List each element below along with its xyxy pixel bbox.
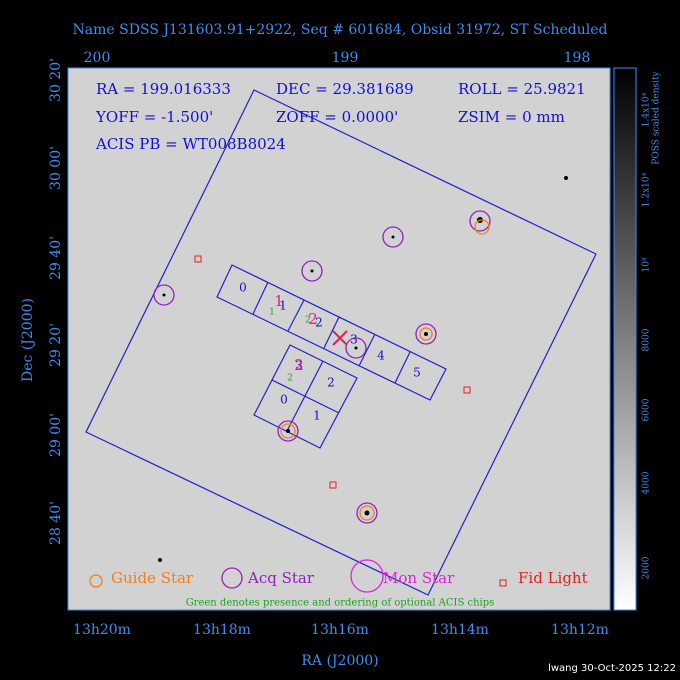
fid-lights — [194, 255, 507, 587]
left-tick-label: 29 20' — [48, 323, 64, 367]
colorbar-tick-label: 2000 — [642, 556, 652, 579]
mon-star — [350, 559, 384, 593]
optional-chip: 1 — [269, 308, 275, 318]
colorbar-tick-label: 6000 — [642, 398, 652, 421]
colorbar-tick-label: 10⁴ — [642, 257, 652, 272]
chip-label: 4 — [377, 349, 385, 363]
left-tick-label: 29 00' — [48, 413, 64, 457]
colorbar — [613, 67, 637, 611]
aimpoint — [332, 330, 348, 346]
info-text: RA = 199.016333 — [96, 80, 231, 98]
bottom-tick-label: 13h16m — [311, 622, 369, 638]
bottom-tick-label: 13h18m — [193, 622, 251, 638]
legend-item: Guide Star — [111, 569, 194, 587]
legend-item: Fid Light — [518, 569, 588, 587]
footer: lwang 30-Oct-2025 12:22 — [548, 663, 676, 674]
colorbar-tick-label: 1.4x10⁴ — [642, 92, 652, 127]
chip-label: 1 — [313, 409, 321, 423]
chip-label: 2 — [327, 376, 335, 390]
chip-label: 0 — [280, 393, 288, 407]
info-text: ROLL = 25.9821 — [458, 80, 586, 98]
top-tick-label: 200 — [84, 50, 111, 66]
colorbar-tick-label: 8000 — [642, 328, 652, 351]
info-text: ZOFF = 0.0000' — [276, 108, 398, 126]
info-text: ZSIM = 0 mm — [458, 108, 565, 126]
note: Green denotes presence and ordering of o… — [186, 598, 495, 609]
fov — [85, 89, 597, 596]
colorbar-tick-label: 4000 — [642, 471, 652, 494]
y-axis-label: Dec (J2000) — [20, 298, 36, 382]
chip-order: 2 — [308, 310, 318, 328]
chip-label: 0 — [239, 281, 247, 295]
colorbar-label: POSS scaled density — [652, 70, 662, 164]
acq-stars — [153, 210, 491, 589]
info-text: YOFF = -1.500' — [95, 108, 213, 126]
bottom-tick-label: 13h20m — [73, 622, 131, 638]
chip-order: 2 — [294, 356, 304, 374]
left-tick-label: 30 00' — [48, 146, 64, 190]
optional-chip: 2 — [287, 374, 293, 384]
legend-item: Mon Star — [383, 569, 455, 587]
optional-chip: 2 — [305, 316, 311, 326]
top-tick-label: 199 — [332, 50, 359, 66]
left-tick-label: 28 40' — [48, 501, 64, 545]
title: Name SDSS J131603.91+2922, Seq # 601684,… — [73, 22, 608, 38]
info-text: ACIS PB = WT008B8024 — [95, 135, 286, 153]
bottom-tick-label: 13h14m — [431, 622, 489, 638]
colorbar-tick-label: 1.2x10⁴ — [642, 172, 652, 207]
chip-label: 1 — [279, 299, 287, 313]
chip-label: 2 — [315, 316, 323, 330]
bottom-tick-label: 13h12m — [551, 622, 609, 638]
top-tick-label: 198 — [564, 50, 591, 66]
guide-stars — [89, 219, 490, 588]
left-tick-label: 29 40' — [48, 236, 64, 280]
chip-label: 5 — [413, 366, 421, 380]
left-tick-label: 30 20' — [48, 58, 64, 102]
legend-item: Acq Star — [247, 569, 315, 587]
chip-label: 3 — [295, 359, 303, 373]
stars — [158, 176, 568, 562]
x-axis-label: RA (J2000) — [301, 653, 378, 669]
info-text: DEC = 29.381689 — [276, 80, 414, 98]
chip-order: 1 — [274, 292, 284, 310]
chip-label: 3 — [350, 333, 358, 347]
